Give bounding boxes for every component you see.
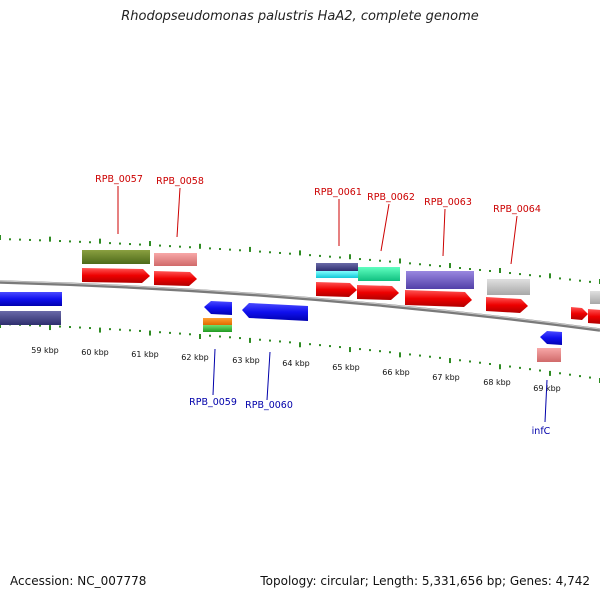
leader-line [544, 379, 548, 423]
forward-gene-labels: RPB_0057 RPB_0058 RPB_0061 RPB_0062 RPB_… [95, 174, 541, 265]
feature-box [203, 318, 232, 325]
gene-label: RPB_0058 [156, 176, 204, 187]
kbp-label: 68 kbp [483, 378, 511, 387]
accession-text: Accession: NC_007778 [10, 574, 147, 588]
inner-tick-ring [0, 323, 600, 383]
cds-arrow [588, 309, 600, 324]
gene-label: RPB_0062 [367, 192, 415, 203]
cds-arrow [540, 331, 562, 345]
feature-box [316, 263, 358, 271]
feature-box [316, 271, 358, 278]
feature-box [406, 271, 474, 289]
feature-box [487, 279, 530, 295]
cds-arrow [0, 292, 62, 306]
genome-backbone [0, 280, 600, 332]
feature-box [154, 253, 197, 266]
cds-arrow [486, 297, 528, 313]
outer-tick-ring [0, 235, 600, 284]
gene-label: RPB_0063 [424, 197, 472, 208]
leader-line [380, 203, 390, 252]
gene-label: RPB_0060 [245, 400, 293, 411]
feature-box [537, 348, 561, 362]
feature-box [203, 325, 232, 332]
kbp-label: 67 kbp [432, 373, 460, 382]
cds-arrow [82, 268, 150, 283]
cds-arrow [357, 285, 399, 300]
kbp-label: 65 kbp [332, 363, 360, 372]
leader-line [176, 187, 181, 238]
reverse-gene-labels: RPB_0059 RPB_0060 infC [189, 348, 551, 437]
gene-label: RPB_0059 [189, 397, 237, 408]
gene-label: RPB_0061 [314, 187, 362, 198]
leader-line [510, 215, 518, 265]
leader-line [266, 351, 271, 401]
leader-line [212, 348, 216, 396]
cog-features-reverse [0, 311, 561, 362]
cds-arrow [204, 301, 232, 315]
cds-reverse [0, 292, 562, 345]
kbp-label: 61 kbp [131, 350, 159, 359]
cds-arrow [571, 307, 588, 320]
cds-arrow [242, 303, 308, 321]
cds-forward [82, 268, 600, 324]
feature-box [358, 267, 400, 281]
kbp-label: 66 kbp [382, 368, 410, 377]
feature-box [590, 291, 600, 304]
cog-features-forward [82, 250, 600, 304]
kbp-label: 63 kbp [232, 356, 260, 365]
gene-label: RPB_0057 [95, 174, 143, 185]
cds-arrow [316, 282, 357, 297]
kbp-label: 62 kbp [181, 353, 209, 362]
kbp-scale: 59 kbp 60 kbp 61 kbp 62 kbp 63 kbp 64 kb… [31, 346, 561, 393]
kbp-label: 64 kbp [282, 359, 310, 368]
cds-arrow [405, 290, 472, 307]
feature-box [82, 250, 150, 264]
kbp-label: 60 kbp [81, 348, 109, 357]
genome-title: Rhodopseudomonas palustris HaA2, complet… [121, 9, 479, 24]
cds-arrow [154, 271, 197, 286]
feature-box [0, 311, 61, 325]
gene-label: RPB_0064 [493, 204, 541, 215]
kbp-label: 59 kbp [31, 346, 59, 355]
genome-summary-text: Topology: circular; Length: 5,331,656 bp… [260, 574, 590, 588]
leader-line [442, 208, 446, 257]
gene-label: infC [532, 426, 551, 437]
